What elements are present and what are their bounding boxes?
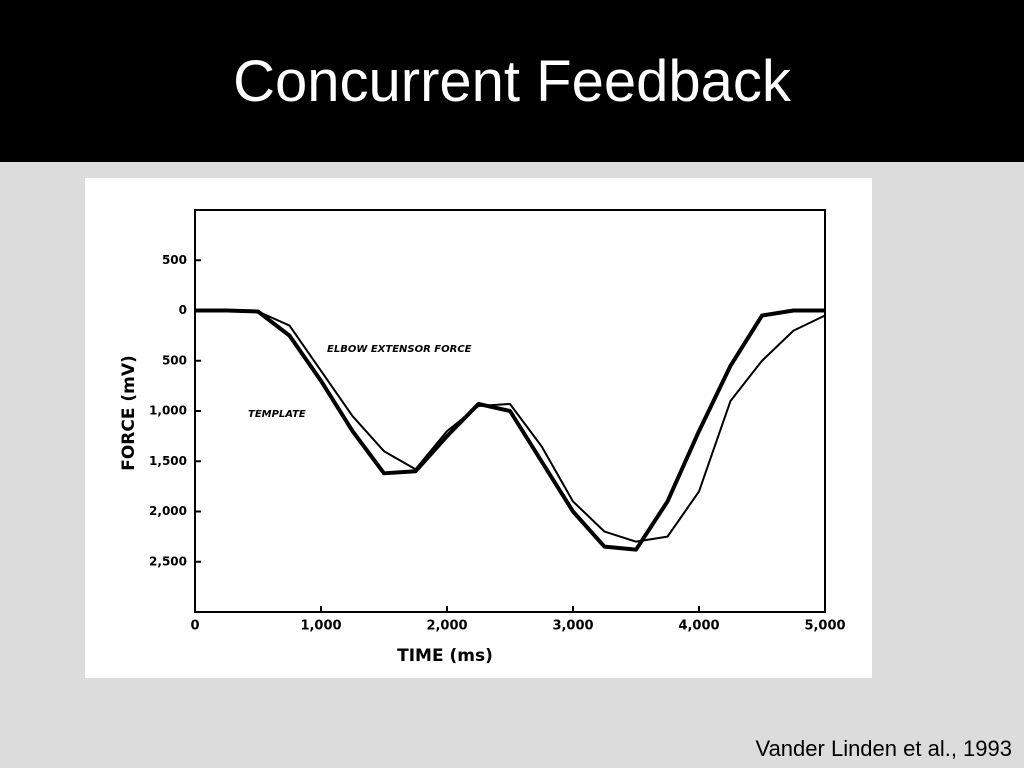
chart: TIME (ms) FORCE (mV) 500 0 500 1,000 1,500 2,… <box>85 178 872 678</box>
y-tick-label: 2,500 <box>149 554 187 568</box>
y-tick-label: 500 <box>162 353 187 367</box>
series-line <box>195 308 825 552</box>
series-label: ELBOW EXTENSOR FORCE <box>327 344 472 355</box>
x-tick-label: 5,000 <box>804 619 845 634</box>
citation: Vander Linden et al., 1993 <box>755 736 1012 761</box>
x-tick-label: 1,000 <box>300 619 341 634</box>
y-tick-label: 2,000 <box>149 504 187 518</box>
y-tick-label: 1,500 <box>149 454 187 468</box>
x-axis-label: TIME (ms) <box>397 646 493 666</box>
series-label: TEMPLATE <box>248 409 306 420</box>
y-tick-label: 0 <box>179 303 187 317</box>
chart-panel <box>85 178 872 678</box>
x-tick-label: 0 <box>190 619 199 634</box>
y-tick-label: 1,000 <box>149 404 187 418</box>
x-tick-label: 3,000 <box>552 619 593 634</box>
y-tick-label: 500 <box>162 253 187 267</box>
slide-title: Concurrent Feedback <box>233 49 791 114</box>
x-tick-label: 2,000 <box>426 619 467 634</box>
x-tick-label: 4,000 <box>678 619 719 634</box>
y-axis-label: FORCE (mV) <box>119 355 139 471</box>
header-bar: Concurrent Feedback <box>0 0 1024 162</box>
series-line <box>195 309 826 543</box>
